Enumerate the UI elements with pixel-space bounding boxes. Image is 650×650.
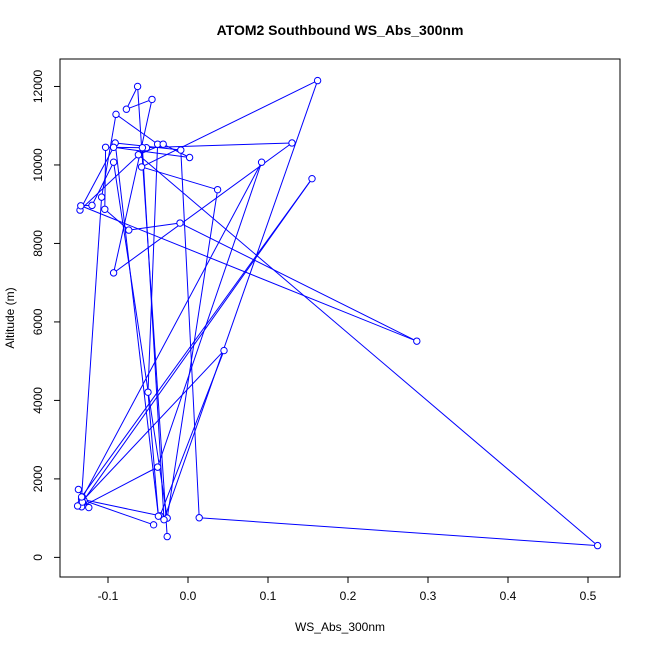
data-point bbox=[101, 143, 110, 151]
data-point bbox=[134, 151, 143, 159]
y-tick-label: 12000 bbox=[31, 69, 45, 103]
data-point bbox=[133, 82, 142, 91]
x-axis: -0.1 0.0 0.1 0.2 0.3 0.4 0.5 bbox=[98, 577, 597, 603]
y-axis-label: Altitude (m) bbox=[3, 287, 17, 348]
data-point bbox=[288, 139, 296, 147]
data-point bbox=[144, 388, 152, 396]
y-tick-label: 4000 bbox=[31, 387, 45, 414]
x-tick-label: -0.1 bbox=[98, 589, 119, 603]
data-point bbox=[213, 185, 222, 194]
data-point bbox=[413, 337, 421, 345]
data-point bbox=[308, 174, 316, 183]
data-point bbox=[88, 201, 96, 210]
data-point bbox=[109, 143, 118, 151]
data-point bbox=[122, 105, 131, 113]
series-segment bbox=[137, 86, 168, 537]
y-tick-label: 6000 bbox=[31, 308, 45, 335]
y-tick-label: 0 bbox=[31, 554, 45, 561]
series-segment bbox=[81, 197, 103, 497]
series-segment bbox=[81, 498, 161, 517]
series-segment bbox=[163, 80, 319, 520]
y-axis: 0 2000 4000 6000 8000 10000 12000 bbox=[31, 69, 60, 561]
data-point bbox=[125, 226, 133, 234]
series-lines bbox=[77, 80, 598, 547]
chart-title: ATOM2 Southbound WS_Abs_300nm bbox=[217, 22, 464, 38]
y-tick-label: 2000 bbox=[31, 465, 45, 492]
data-point bbox=[112, 110, 120, 119]
data-point bbox=[220, 346, 228, 355]
y-tick-label: 10000 bbox=[31, 148, 45, 182]
series-segment bbox=[147, 144, 159, 393]
series-segment bbox=[113, 99, 153, 273]
series-segment bbox=[157, 162, 263, 468]
series-segment bbox=[125, 86, 139, 110]
x-tick-label: 0.1 bbox=[260, 589, 277, 603]
series-segment bbox=[162, 143, 190, 158]
data-point bbox=[153, 463, 162, 471]
data-point bbox=[149, 521, 158, 529]
data-point bbox=[593, 541, 602, 550]
series-points bbox=[73, 76, 602, 550]
series-segment bbox=[114, 142, 159, 517]
data-point bbox=[313, 76, 322, 85]
series-segment bbox=[138, 154, 598, 546]
series-segment bbox=[113, 146, 190, 158]
y-tick-label: 8000 bbox=[31, 230, 45, 257]
series-segment bbox=[166, 189, 219, 519]
series-segment bbox=[142, 142, 293, 149]
series-segment bbox=[104, 208, 130, 231]
data-point bbox=[163, 532, 171, 541]
series-segment bbox=[113, 162, 168, 519]
series-segment bbox=[141, 80, 318, 168]
data-point bbox=[154, 512, 163, 520]
data-point bbox=[109, 269, 118, 277]
data-point bbox=[159, 140, 167, 148]
data-point bbox=[257, 158, 266, 166]
data-point bbox=[177, 146, 185, 154]
data-point bbox=[74, 485, 83, 494]
data-point bbox=[137, 163, 146, 171]
data-point bbox=[85, 503, 93, 512]
data-point bbox=[73, 502, 82, 510]
series-segment bbox=[81, 161, 263, 500]
data-point bbox=[148, 95, 156, 104]
data-point bbox=[109, 158, 118, 166]
series-segment bbox=[199, 517, 598, 547]
x-axis-label: WS_Abs_300nm bbox=[295, 620, 385, 634]
x-tick-label: 0.4 bbox=[500, 589, 517, 603]
series-segment bbox=[79, 147, 115, 211]
series-segment bbox=[115, 113, 158, 145]
series-segment bbox=[81, 178, 313, 503]
data-point bbox=[160, 516, 168, 524]
series-segment bbox=[180, 150, 200, 518]
x-tick-label: 0.5 bbox=[580, 589, 597, 603]
x-tick-label: 0.3 bbox=[420, 589, 437, 603]
plot-frame bbox=[59, 58, 621, 578]
data-point bbox=[97, 193, 106, 201]
data-point bbox=[195, 514, 203, 522]
data-point bbox=[176, 219, 184, 227]
x-tick-label: 0.2 bbox=[340, 589, 357, 603]
x-tick-label: 0.0 bbox=[180, 589, 197, 603]
series-segment bbox=[80, 205, 417, 342]
series-segment bbox=[141, 166, 218, 191]
series-segment bbox=[81, 466, 158, 508]
data-point bbox=[185, 153, 194, 162]
data-point bbox=[101, 205, 109, 213]
data-point bbox=[77, 202, 85, 210]
series-segment bbox=[91, 161, 115, 206]
series-segment bbox=[79, 147, 147, 211]
series-segment bbox=[179, 222, 418, 342]
data-point bbox=[138, 143, 147, 152]
series-segment bbox=[81, 178, 313, 498]
series-segment bbox=[147, 392, 159, 517]
series-segment bbox=[83, 500, 154, 526]
data-point bbox=[77, 493, 86, 501]
